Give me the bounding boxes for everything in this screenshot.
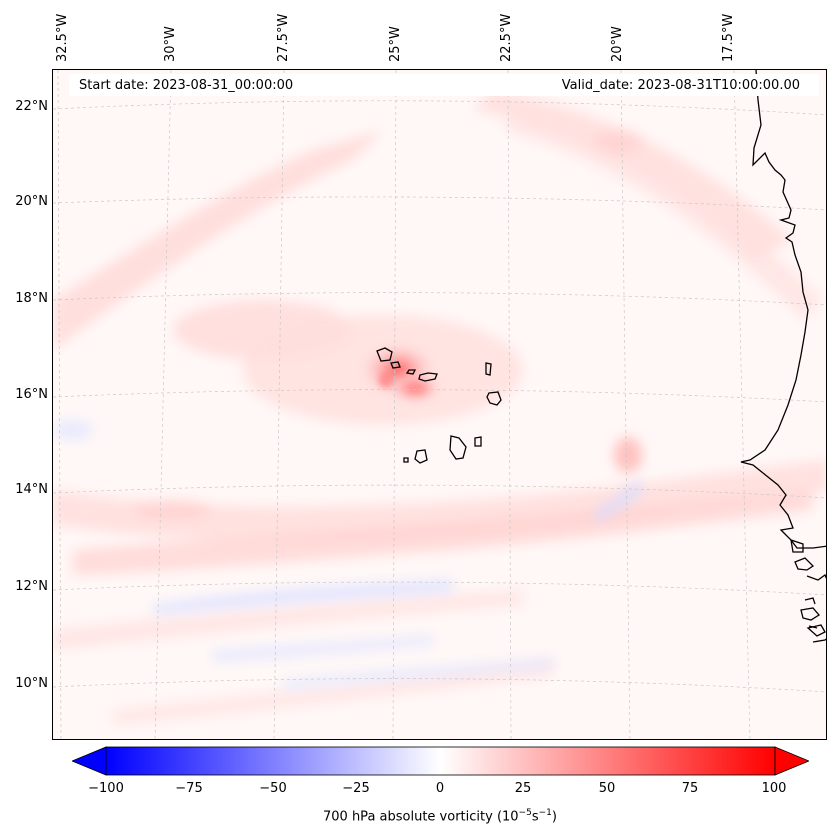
lat-label-14n: 14°N [15, 482, 48, 497]
colorbar-max-extension [774, 746, 809, 776]
african-coastline [740, 70, 826, 643]
colorbar-tick-neg50: −50 [259, 781, 287, 796]
colorbar-tick-75: 75 [681, 781, 699, 796]
colorbar-label: 700 hPa absolute vorticity (10−5s−1) [323, 808, 557, 825]
lon-label-17-5w: 17.5°W [721, 13, 736, 62]
lat-label-16n: 16°N [15, 387, 48, 402]
colorbar-tick-0: 0 [435, 781, 445, 796]
colorbar [72, 746, 809, 776]
lat-label-18n: 18°N [15, 291, 48, 306]
vorticity-map: Start date: 2023-08-31_00:00:00 Valid_da… [52, 69, 827, 740]
lon-label-30w: 30°W [163, 26, 178, 62]
lat-label-10n: 10°N [15, 676, 48, 691]
graticule [53, 70, 826, 739]
colorbar-tick-neg25: −25 [342, 781, 370, 796]
start-date-label: Start date: 2023-08-31_00:00:00 [79, 78, 294, 93]
colorbar-min-extension [72, 746, 107, 776]
negative-vorticity-bands [53, 420, 643, 690]
colorbar-tick-neg100: −100 [88, 781, 124, 796]
lat-label-22n: 22°N [15, 99, 48, 114]
positive-vorticity-bands [53, 90, 826, 725]
header-band [69, 74, 819, 96]
lon-label-22-5w: 22.5°W [499, 13, 514, 62]
lat-label-20n: 20°N [15, 194, 48, 209]
colorbar-tick-neg75: −75 [175, 781, 203, 796]
lat-label-12n: 12°N [15, 579, 48, 594]
valid-date-label: Valid_date: 2023-08-31T10:00:00.00 [561, 78, 800, 93]
colorbar-gradient [105, 746, 776, 776]
cape-verde-islands [376, 347, 502, 464]
colorbar-tick-25: 25 [514, 781, 532, 796]
lon-label-32-5w: 32.5°W [55, 13, 70, 62]
vorticity-field [53, 70, 826, 739]
lon-label-25w: 25°W [388, 26, 403, 62]
lon-label-20w: 20°W [610, 26, 625, 62]
lon-label-27-5w: 27.5°W [276, 13, 291, 62]
colorbar-tick-100: 100 [761, 781, 787, 796]
colorbar-tick-50: 50 [598, 781, 616, 796]
